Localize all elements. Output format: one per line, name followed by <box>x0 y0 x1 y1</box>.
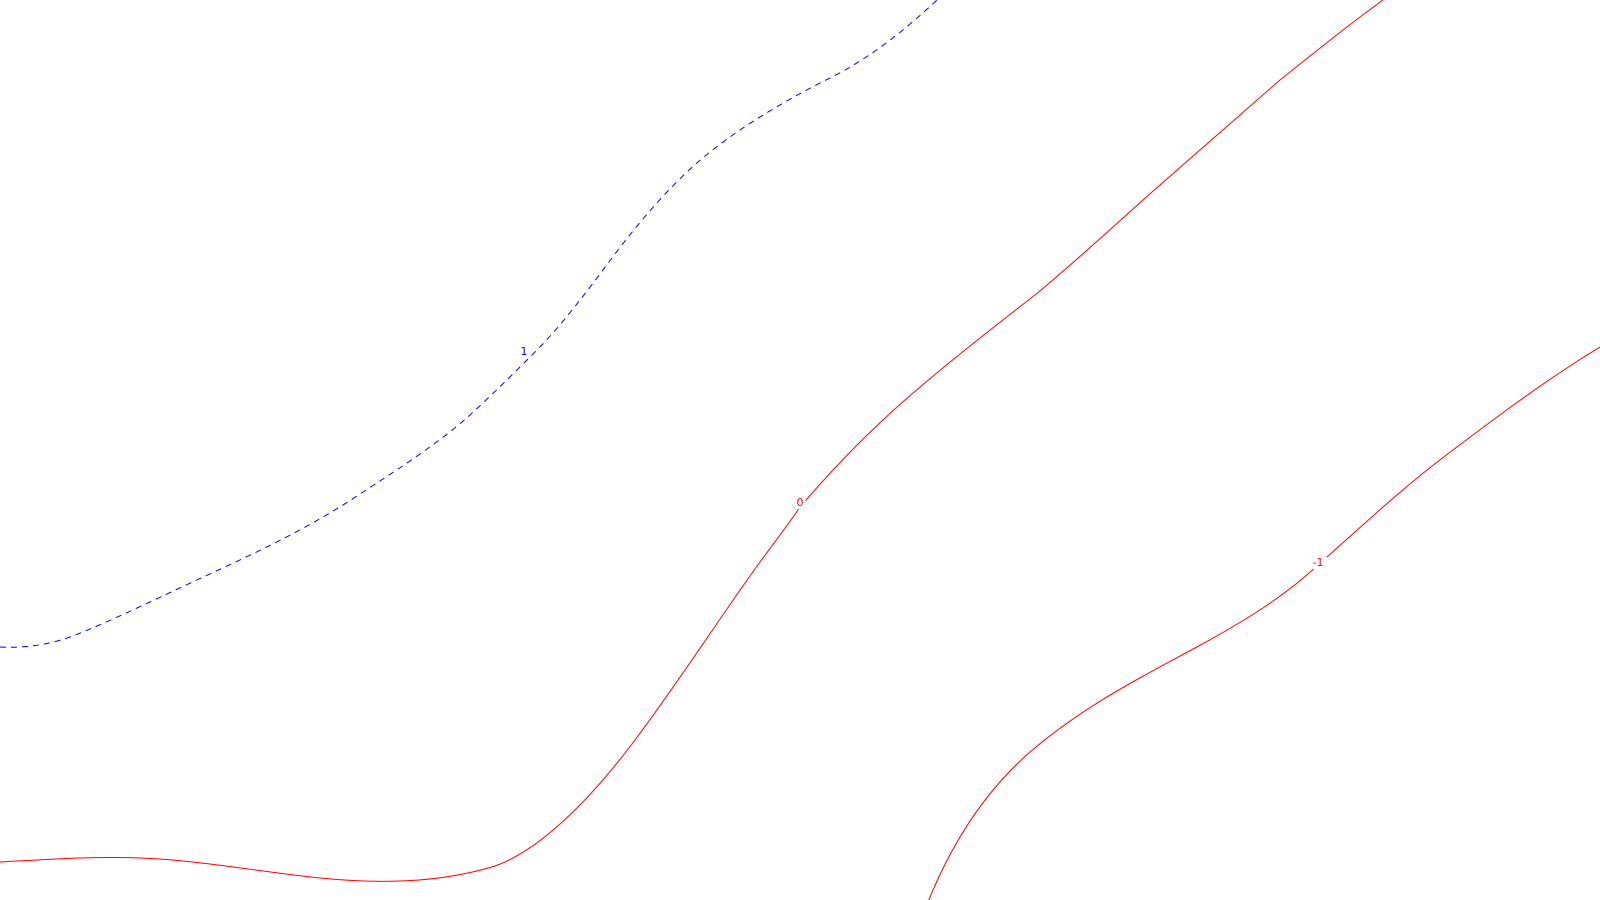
contour-label-level-1: 1 <box>521 345 528 358</box>
contour-label-level-neg1: -1 <box>1313 556 1324 569</box>
contour-label-bg-level-0 <box>794 497 806 509</box>
contour-line-level-0 <box>0 0 1384 882</box>
contour-label-level-0: 0 <box>797 496 804 509</box>
contour-label-bg-level-neg1 <box>1309 557 1327 569</box>
contour-line-level-1 <box>0 0 938 648</box>
contour-label-bg-level-1 <box>518 346 530 358</box>
contour-line-level-neg1 <box>928 346 1600 900</box>
contour-labels: 1 0 -1 <box>518 345 1327 569</box>
